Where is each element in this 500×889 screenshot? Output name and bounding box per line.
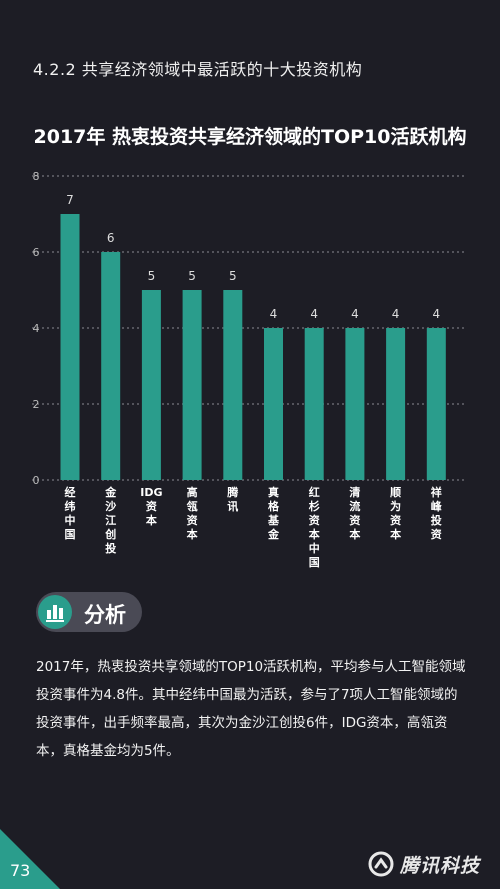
- analysis-badge: 分析: [36, 592, 142, 632]
- x-category-label: 金沙江创投: [104, 485, 117, 555]
- bar: [426, 328, 446, 480]
- x-category-label: 腾讯: [227, 485, 239, 513]
- bar: [182, 290, 202, 480]
- x-category-label: 清流资本: [349, 485, 360, 541]
- bar-value-label: 5: [148, 269, 156, 283]
- bar-value-label: 4: [432, 307, 440, 321]
- x-category-label: 祥峰投资: [431, 485, 443, 541]
- bar-value-label: 5: [188, 269, 196, 283]
- bar: [223, 290, 243, 480]
- y-tick-label: 8: [33, 170, 40, 183]
- y-tick-label: 0: [33, 474, 40, 487]
- x-category-label: 真格基金: [267, 485, 280, 541]
- tencent-logo-icon: [368, 851, 394, 877]
- page-number: 73: [10, 861, 31, 880]
- chart-title: 2017年 热衷投资共享经济领域的TOP10活跃机构: [33, 126, 467, 148]
- brand-name: 腾讯科技: [399, 854, 480, 877]
- bar: [141, 290, 161, 480]
- x-category-label: 经纬中国: [65, 485, 76, 541]
- bar-value-label: 4: [270, 307, 278, 321]
- x-category-label: 顺为资本: [390, 485, 401, 541]
- y-tick-label: 6: [33, 246, 40, 259]
- analysis-label: 分析: [84, 603, 126, 627]
- bar-value-label: 4: [310, 307, 318, 321]
- y-tick-label: 2: [33, 398, 40, 411]
- bar-chart: 0 2 4 6 8 7 经纬中国 6 金沙江创投 5 IDG 资本 5 高瓴资本 5 腾讯 4 真格基金 4 红杉资本…: [32, 170, 466, 569]
- x-category-label: IDG 资本: [140, 486, 162, 527]
- bar: [304, 328, 324, 480]
- analysis-paragraph: 2017年，热衷投资共享领域的TOP10活跃机构，平均参与人工智能领域投资事件为…: [36, 659, 466, 759]
- bar: [60, 214, 80, 480]
- bar-value-label: 4: [392, 307, 400, 321]
- bar: [345, 328, 365, 480]
- brand-logo: 腾讯科技: [368, 851, 480, 877]
- bar: [386, 328, 406, 480]
- bar-value-label: 4: [351, 307, 359, 321]
- section-heading: 4.2.2 共享经济领域中最活跃的十大投资机构: [33, 60, 363, 79]
- bar-value-label: 5: [229, 269, 237, 283]
- x-category-label: 高瓴资本: [186, 485, 198, 541]
- bar: [101, 252, 121, 480]
- bar: [264, 328, 283, 480]
- page-corner-triangle: [0, 829, 60, 889]
- bar-chart-icon: [38, 595, 72, 629]
- bar-value-label: 7: [66, 193, 74, 207]
- x-category-label: 红杉资本中国: [309, 485, 320, 569]
- y-tick-label: 4: [33, 322, 40, 335]
- bar-value-label: 6: [107, 231, 115, 245]
